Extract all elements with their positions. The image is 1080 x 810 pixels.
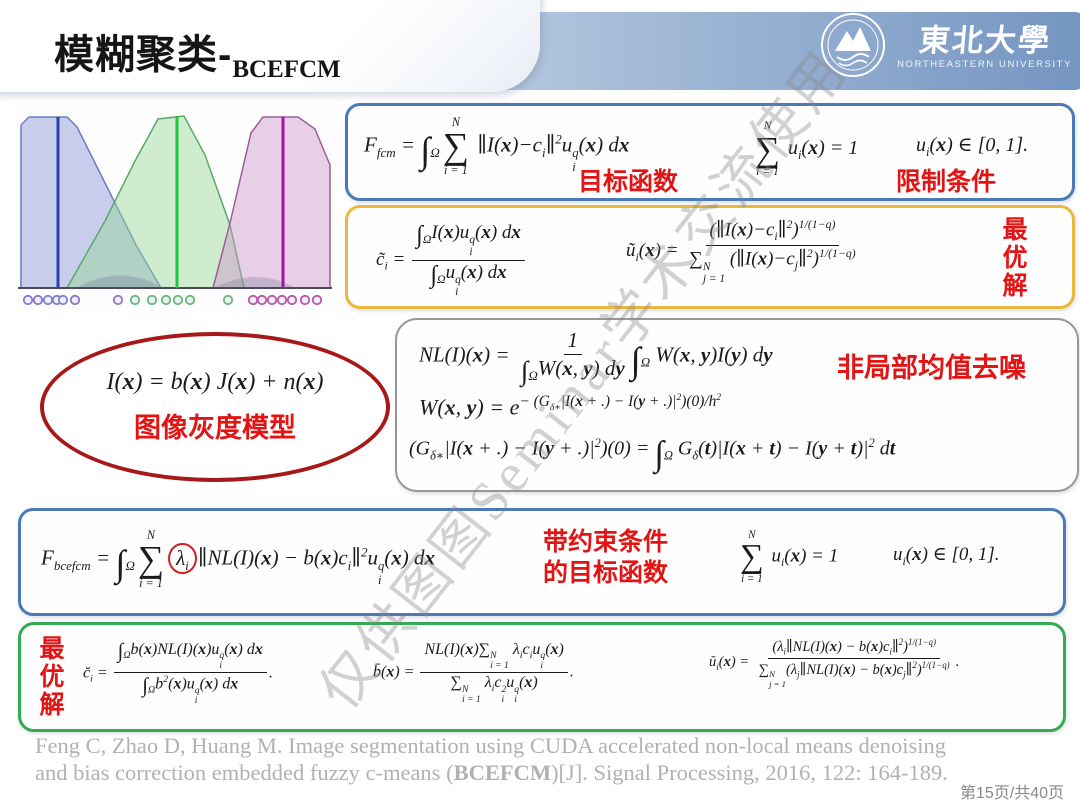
image-gray-model-label: 图像灰度模型 <box>134 413 296 443</box>
membership-function-chart <box>14 103 336 318</box>
blue-membership-area <box>20 116 163 289</box>
citation-line1: Feng C, Zhao D, Huang M. Image segmentat… <box>35 733 947 758</box>
page-title-subscript: BCEFCM <box>232 56 341 83</box>
gaussian-formula: (Gδ∗|I(x + .) − I(y + .)|2)(0) = ∫Ω Gδ(t… <box>409 434 896 474</box>
neu-seal-icon <box>814 6 892 89</box>
bcefcm-constraint-formula: N ∑ i = 1 ui(x) = 1 <box>740 529 839 585</box>
bcefcm-center-solution-formula: c̆i = ∫Ωb(x)NL(I)(x)u q i (x) dx ∫Ωb2(x)u q i(… <box>83 639 273 707</box>
title-plate: 模糊聚类-BCEFCM <box>0 0 540 92</box>
page-number: 第15页/共40页 <box>959 785 1064 802</box>
reference-citation: Feng C, Zhao D, Huang M. Image segmentat… <box>35 733 1055 786</box>
fcm-objective-box: Ffcm = ∫Ω N ∑ i = 1 ∥I(x)−ci∥2u q i (x) dx 目标函… <box>345 103 1075 201</box>
neu-logo: 東北大學 NORTHEASTERN UNIVERSITY <box>814 6 1072 89</box>
data-point-markers <box>22 294 323 306</box>
bcefcm-membership-solution-formula: ŭi(x) = (λi∥NL(I)(x) − b(x)ci∥2)1/(1−q) ∑… <box>709 637 960 689</box>
green-membership-area <box>65 115 245 289</box>
page-title: 模糊聚类-BCEFCM <box>54 33 341 83</box>
bcefcm-solution-box: 最优解 c̆i = ∫Ωb(x)NL(I)(x)u q i (x) dx ∫Ωb2(x)… <box>18 622 1066 732</box>
bcefcm-objective-box: Fbcefcm = ∫Ω N ∑ i = 1 λi ∥NL(I)(x) − b(x)ci∥… <box>18 508 1066 616</box>
university-name-en: NORTHEASTERN UNIVERSITY <box>897 58 1072 70</box>
fcm-objective-formula: Ffcm = ∫Ω N ∑ i = 1 ∥I(x)−ci∥2u q i (x) dx <box>364 115 630 178</box>
fcm-constraint-formula: N ∑ i = 1 ui(x) = 1 <box>755 119 859 178</box>
nonlocal-means-box: NL(I)(x) = 1 ∫ΩW(x, y) dy ∫Ω W(x, y)I(y) d… <box>395 318 1079 492</box>
bcefcm-formula: Fbcefcm = ∫Ω N ∑ i = 1 λi ∥NL(I)(x) − b(x)ci∥… <box>41 528 436 591</box>
citation-line2: and bias correction embedded fuzzy c-mea… <box>35 759 948 785</box>
nonlocal-denoise-label: 非局部均值去噪 <box>837 353 1026 383</box>
fcm-solution-box: c̃i = ∫ΩI(x)u q i (x) dx ∫Ωu q i (x) dx ũi(x) =… <box>345 205 1075 309</box>
bcefcm-range-formula: ui(x) ∈ [0, 1]. <box>893 544 1000 568</box>
optimal-solution-label-2: 最优解 <box>36 635 64 719</box>
constraint-label: 限制条件 <box>896 168 997 196</box>
objective-function-label: 目标函数 <box>578 168 679 196</box>
weight-formula: W(x, y) = e− (Gδ∗|I(x + .) − I(y + .)|2)… <box>419 392 722 420</box>
fcm-range-formula: ui(x) ∈ [0, 1]. <box>916 134 1029 159</box>
image-model-ellipse: I(x) = b(x) J(x) + n(x) 图像灰度模型 <box>40 332 390 482</box>
constrained-objective-label: 带约束条件 的目标函数 <box>543 528 669 588</box>
optimal-solution-label-1: 最优解 <box>999 216 1027 300</box>
nl-formula: NL(I)(x) = 1 ∫ΩW(x, y) dy ∫Ω W(x, y)I(y) d… <box>419 328 773 386</box>
purple-membership-area <box>212 116 331 289</box>
image-model-formula: I(x) = b(x) J(x) + n(x) <box>106 369 324 395</box>
fcm-center-solution-formula: c̃i = ∫ΩI(x)u q i (x) dx ∫Ωu q i (x) dx <box>376 222 527 299</box>
university-name-cn: 東北大學 <box>917 23 1053 59</box>
